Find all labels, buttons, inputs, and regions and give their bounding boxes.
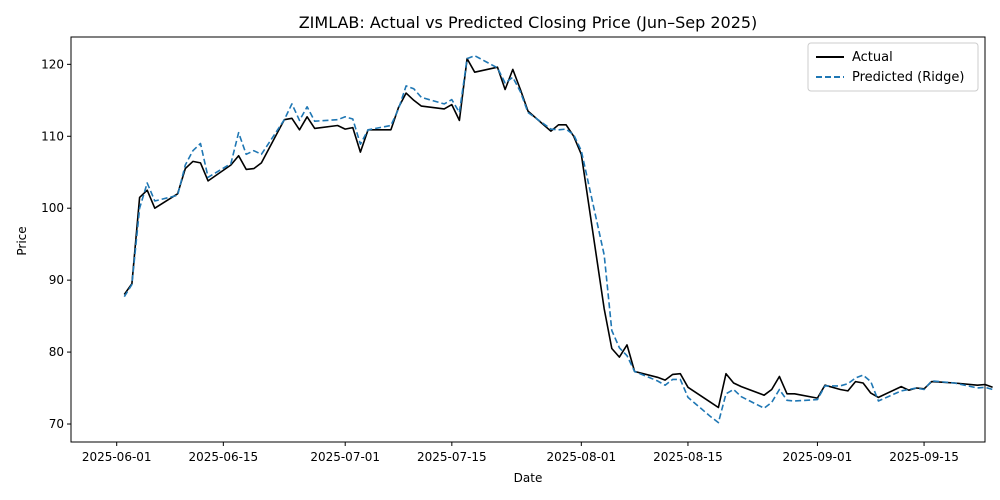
y-tick-label: 120: [41, 57, 64, 71]
x-tick-label: 2025-06-15: [188, 450, 258, 464]
series-line-predicted: [123, 54, 993, 424]
series-line-actual: [123, 57, 993, 409]
x-tick-label: 2025-09-01: [783, 450, 853, 464]
series-layer: [123, 54, 993, 424]
legend-box: [807, 42, 979, 92]
legend: Actual Predicted (Ridge): [807, 42, 979, 92]
y-tick-label: 80: [49, 345, 64, 359]
x-tick-label: 2025-07-01: [310, 450, 380, 464]
x-tick-label: 2025-08-01: [546, 450, 616, 464]
legend-label-actual: Actual: [852, 50, 893, 65]
y-tick-label: 110: [41, 129, 64, 143]
y-axis-label: Price: [15, 226, 29, 255]
x-axis-label: Date: [514, 471, 543, 485]
y-tick-label: 70: [49, 417, 64, 431]
plot-area-frame: [70, 36, 986, 443]
x-tick-label: 2025-07-15: [417, 450, 487, 464]
y-tick-label: 100: [41, 201, 64, 215]
y-axis: 70 80 90 100 110 120: [41, 57, 71, 431]
x-tick-label: 2025-06-01: [82, 450, 152, 464]
x-axis: 2025-06-01 2025-06-15 2025-07-01 2025-07-15…: [82, 442, 959, 464]
legend-label-predicted: Predicted (Ridge): [852, 70, 964, 85]
chart-title: ZIMLAB: Actual vs Predicted Closing Pric…: [299, 13, 758, 32]
y-tick-label: 90: [49, 273, 64, 287]
x-tick-label: 2025-08-15: [653, 450, 723, 464]
x-tick-label: 2025-09-15: [889, 450, 959, 464]
